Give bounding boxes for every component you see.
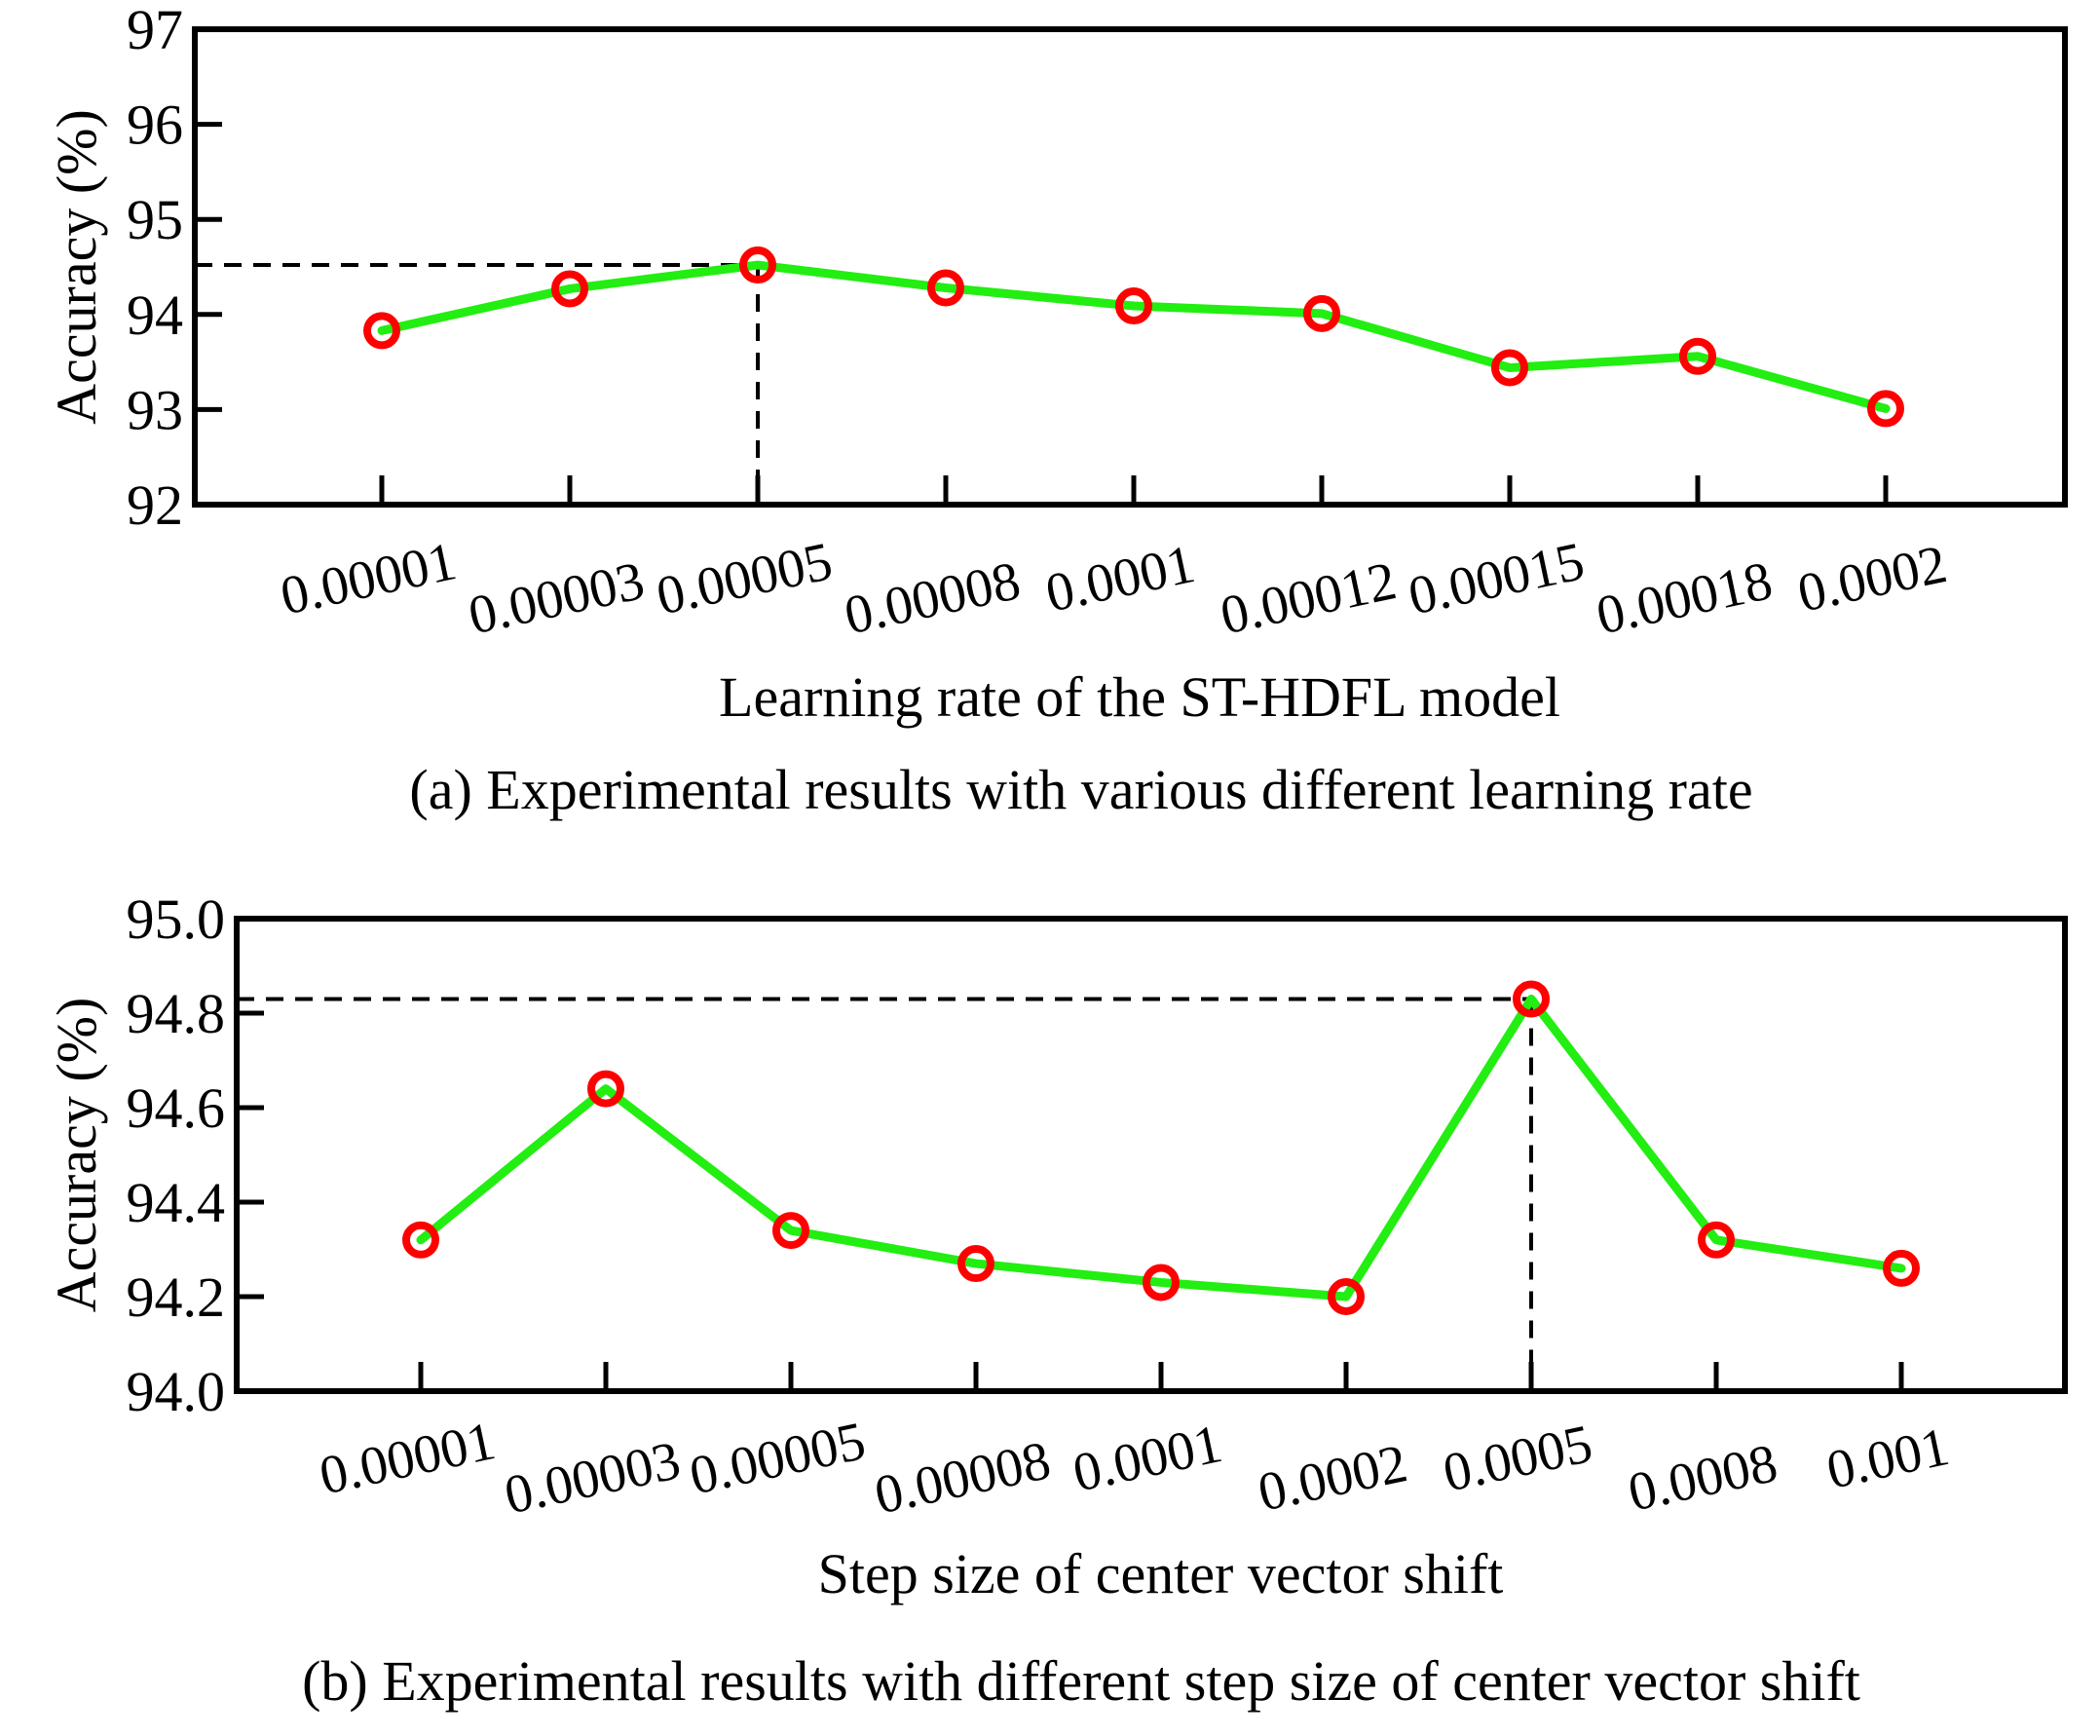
y-tick-label: 94.0 bbox=[127, 1360, 226, 1423]
y-tick-label: 95.0 bbox=[127, 887, 226, 951]
y-tick-label: 93 bbox=[127, 378, 183, 441]
x-tick-label: 0.00005 bbox=[652, 531, 838, 626]
data-point bbox=[402, 1221, 439, 1259]
series-markers-a bbox=[363, 246, 1904, 428]
x-tick-label: 0.001 bbox=[1821, 1416, 1954, 1501]
x-tick-label: 0.00008 bbox=[840, 550, 1026, 646]
x-tick-label: 0.00001 bbox=[315, 1411, 501, 1506]
data-point bbox=[957, 1245, 994, 1283]
y-tick-label: 94.6 bbox=[127, 1076, 226, 1140]
y-axis-a: 92 93 94 95 96 97 bbox=[127, 0, 222, 537]
data-point bbox=[739, 246, 776, 284]
caption-a: (a) Experimental results with various di… bbox=[409, 758, 1752, 821]
y-axis-title-b: Accuracy (%) bbox=[45, 998, 108, 1313]
x-axis-title-a: Learning rate of the ST-HDFL model bbox=[719, 665, 1560, 729]
x-tick-label: 0.0001 bbox=[1068, 1414, 1227, 1504]
data-point bbox=[1115, 287, 1152, 325]
data-point bbox=[1513, 980, 1550, 1018]
x-tick-label: 0.00003 bbox=[500, 1430, 686, 1526]
x-axis-title-b: Step size of center vector shift bbox=[818, 1542, 1504, 1605]
data-point bbox=[1491, 349, 1528, 387]
plot-frame-b bbox=[234, 916, 2068, 1394]
y-axis-b: 94.0 94.2 94.4 94.6 94.8 95.0 bbox=[127, 887, 264, 1423]
data-point bbox=[1679, 337, 1716, 375]
data-point bbox=[772, 1212, 809, 1250]
y-tick-label: 95 bbox=[127, 188, 183, 251]
data-point bbox=[1698, 1221, 1735, 1259]
data-point bbox=[1328, 1278, 1365, 1315]
chart-b: 94.094.294.494.694.895.0 0.00001 0.00003 0… bbox=[45, 887, 2068, 1713]
y-tick-label: 92 bbox=[127, 473, 183, 537]
highlight-guides-b bbox=[237, 997, 1533, 1391]
y-tick-label: 94 bbox=[127, 283, 183, 347]
data-point bbox=[1867, 390, 1904, 428]
y-axis-title-a: Accuracy (%) bbox=[45, 109, 108, 425]
x-tick-label: 0.0001 bbox=[1040, 534, 1200, 624]
data-point bbox=[1303, 294, 1340, 332]
x-axis-b: 0.00001 0.00003 0.00005 0.00008 0.0001 0.0002… bbox=[315, 1362, 1954, 1527]
x-axis-a: 0.00001 0.00003 0.00005 0.00008 0.0001 0.0001… bbox=[276, 475, 1952, 647]
y-tick-label: 94.8 bbox=[127, 982, 226, 1045]
data-point bbox=[1143, 1264, 1180, 1302]
x-tick-label: 0.0002 bbox=[1253, 1433, 1412, 1524]
highlight-guides-a bbox=[195, 263, 760, 505]
caption-b: (b) Experimental results with different … bbox=[302, 1649, 1860, 1713]
data-point bbox=[363, 312, 400, 350]
series-line-a bbox=[377, 260, 1891, 413]
data-point bbox=[1883, 1249, 1920, 1287]
y-tick-label: 96 bbox=[127, 94, 183, 157]
series-line-b bbox=[416, 994, 1906, 1302]
x-tick-label: 0.0008 bbox=[1623, 1433, 1782, 1524]
data-point bbox=[927, 269, 964, 307]
x-tick-label: 0.00008 bbox=[870, 1430, 1056, 1526]
y-tick-label: 94.4 bbox=[127, 1171, 226, 1234]
x-tick-label: 0.00018 bbox=[1592, 550, 1778, 646]
x-tick-label: 0.0005 bbox=[1438, 1414, 1597, 1504]
x-tick-label: 0.00003 bbox=[464, 550, 650, 646]
data-point bbox=[551, 270, 588, 308]
y-tick-label: 97 bbox=[127, 0, 183, 61]
x-tick-label: 0.00012 bbox=[1216, 550, 1402, 646]
chart-a: 92 93 94 95 96 97 0.00001 0.00003 0.00005 0.0000… bbox=[45, 0, 2068, 821]
y-tick-label: 94.2 bbox=[127, 1265, 226, 1329]
data-point bbox=[587, 1070, 624, 1108]
x-tick-label: 0.00015 bbox=[1404, 531, 1590, 626]
series-markers-b bbox=[402, 980, 1920, 1315]
x-tick-label: 0.00001 bbox=[276, 531, 462, 626]
x-tick-label: 0.00005 bbox=[685, 1411, 871, 1506]
x-tick-label: 0.0002 bbox=[1792, 534, 1952, 624]
